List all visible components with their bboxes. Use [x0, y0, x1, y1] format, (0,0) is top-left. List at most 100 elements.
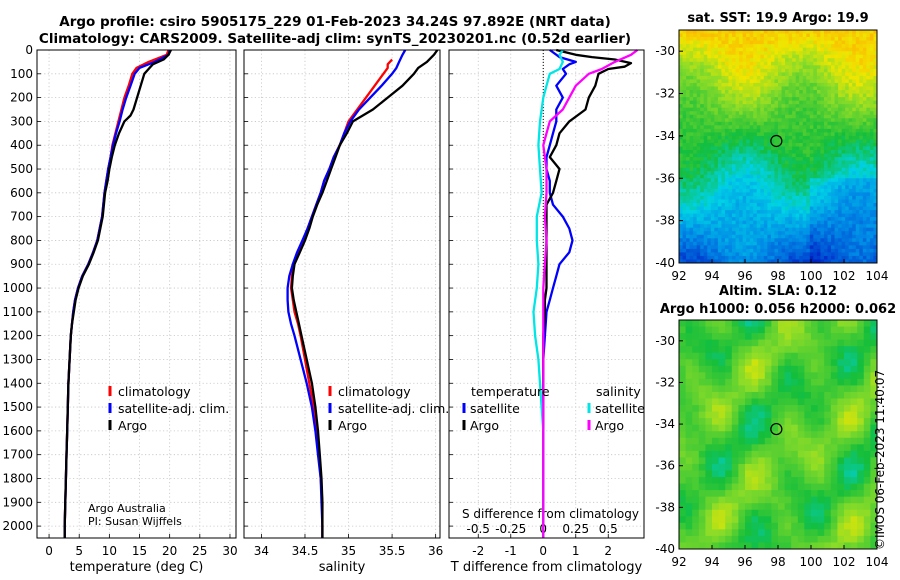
- sla-map-cell: [751, 339, 759, 347]
- sst-map-cell: [732, 252, 736, 257]
- sst-map-cell: [806, 195, 811, 200]
- sst-map-cell: [781, 40, 786, 45]
- sst-map-cell: [732, 44, 736, 49]
- sst-map-cell: [781, 47, 786, 52]
- salinity-diff-tick-label: 0.5: [599, 522, 618, 536]
- sla-map-cell: [850, 437, 858, 445]
- sst-map-cell: [781, 199, 786, 204]
- sst-map-cell: [855, 93, 860, 98]
- sst-map-cell: [732, 135, 736, 140]
- sst-map-cell: [735, 192, 740, 197]
- sst-map-cell: [753, 241, 758, 246]
- sst-map-cell: [703, 114, 708, 119]
- sst-map-cell: [816, 97, 821, 102]
- sst-map-cell: [693, 139, 698, 144]
- sst-map-cell: [724, 47, 729, 52]
- sst-map-cell: [696, 213, 701, 218]
- sst-map-cell: [827, 164, 832, 169]
- sst-map-cell: [816, 195, 821, 200]
- sst-map-cell: [834, 210, 839, 214]
- sst-map-cell: [848, 114, 853, 119]
- sla-map-cell: [797, 391, 805, 399]
- sst-map-cell: [724, 30, 729, 34]
- sst-map-cell: [710, 107, 715, 112]
- sst-map-x-tick-label: 94: [704, 269, 719, 283]
- sst-map-cell: [774, 167, 779, 172]
- sla-map-cell: [797, 503, 805, 511]
- sla-map-cell: [857, 450, 865, 458]
- sst-map-cell: [717, 174, 722, 179]
- sst-map-cell: [735, 217, 740, 222]
- sla-map-cell: [692, 385, 700, 393]
- sst-map-cell: [735, 135, 740, 140]
- sla-map-cell: [830, 405, 838, 412]
- sla-map-cell: [692, 496, 700, 504]
- sla-map-cell: [797, 529, 805, 537]
- sst-map-cell: [848, 47, 853, 52]
- sla-map-cell: [698, 496, 706, 504]
- sst-map-cell: [742, 142, 747, 147]
- sst-map-cell: [809, 107, 814, 112]
- sst-map-cell: [686, 47, 691, 52]
- sst-map-cell: [845, 128, 850, 133]
- sla-map-cell: [811, 372, 818, 380]
- sst-map-cell: [795, 75, 800, 80]
- sst-map-cell: [767, 132, 772, 137]
- sla-map-cell: [705, 477, 713, 484]
- sst-map-cell: [855, 142, 860, 147]
- sst-map-cell: [862, 61, 867, 66]
- sst-map-cell: [785, 111, 790, 116]
- sst-map-cell: [820, 195, 825, 200]
- sst-map-cell: [834, 61, 839, 66]
- sla-map-cell: [778, 463, 785, 471]
- sla-map-cell: [824, 378, 832, 386]
- sst-map-cell: [717, 40, 722, 45]
- sst-map-cell: [838, 72, 843, 77]
- sst-map-cell: [792, 231, 797, 236]
- sst-map-cell: [696, 118, 701, 123]
- sla-map-cell: [685, 411, 693, 419]
- sst-map-cell: [785, 234, 790, 239]
- sst-map-cell: [774, 132, 779, 137]
- sst-map-cell: [788, 164, 793, 169]
- sst-map-cell: [816, 188, 821, 193]
- sst-map-cell: [693, 30, 698, 34]
- sla-map-cell: [738, 359, 746, 367]
- sla-map-cell: [837, 346, 845, 354]
- sst-map-cell: [717, 142, 722, 147]
- sst-map-cell: [767, 206, 772, 211]
- sla-map-cell: [692, 326, 700, 334]
- sst-map-cell: [753, 153, 758, 158]
- sst-map-cell: [760, 75, 765, 80]
- sst-map-cell: [679, 61, 683, 66]
- sst-map-cell: [848, 167, 853, 172]
- sst-map-cell: [724, 210, 729, 214]
- sst-map-cell: [820, 58, 825, 63]
- sla-map-cell: [771, 411, 779, 419]
- sst-map-cell: [834, 255, 839, 260]
- sst-map-cell: [767, 199, 772, 204]
- sst-map-cell: [852, 157, 857, 162]
- sst-map-cell: [838, 174, 843, 179]
- sst-map-cell: [710, 100, 715, 105]
- sst-map-cell: [770, 93, 775, 98]
- sst-map-cell: [746, 245, 751, 250]
- sst-map-cell: [739, 142, 744, 147]
- sla-map-cell: [771, 333, 779, 341]
- sst-map-cell: [686, 54, 691, 59]
- sla-map-cell: [857, 516, 865, 524]
- sla-map-cell: [738, 424, 746, 432]
- sst-map-cell: [753, 30, 758, 34]
- salinity-x-tick-label: 35: [341, 544, 356, 558]
- sst-map-cell: [679, 54, 683, 59]
- sst-map-cell: [763, 213, 768, 218]
- sla-map-cell: [778, 339, 785, 347]
- sst-map-cell: [763, 217, 768, 222]
- sst-map-cell: [823, 100, 828, 105]
- sst-map-cell: [813, 206, 818, 211]
- sst-map-cell: [689, 107, 694, 112]
- sst-map-cell: [862, 146, 867, 151]
- sst-map-cell: [724, 93, 729, 98]
- sst-map-cell: [838, 231, 843, 236]
- sst-map-cell: [756, 174, 761, 179]
